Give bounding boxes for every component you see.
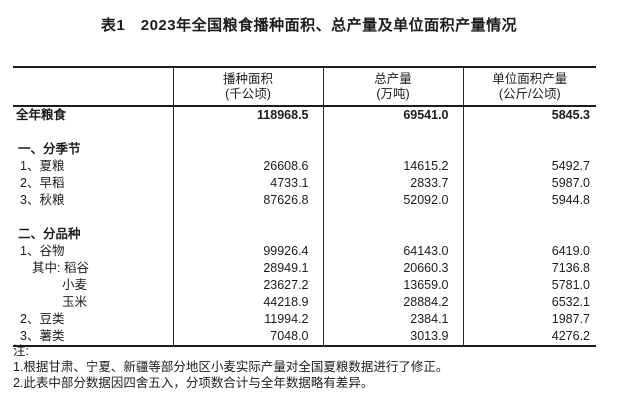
row-label: 二、分品种 xyxy=(18,227,81,241)
table-row: 2、豆类 11994.2 2384.1 1987.7 xyxy=(13,311,596,328)
header-sown-area: 播种面积 (千公顷) xyxy=(172,67,323,107)
row-value: 13659.0 xyxy=(322,277,463,294)
row-value: 5781.0 xyxy=(462,277,596,294)
grain-statistics-table: 播种面积 (千公顷) 总产量 (万吨) 单位面积产量 (公斤/公顷) 全年粮食 1… xyxy=(13,66,596,347)
header-sown-area-label: 播种面积 xyxy=(222,71,273,86)
row-label: 2、早稻 xyxy=(20,176,65,190)
row-label: 2、豆类 xyxy=(20,312,65,326)
row-value: 64143.0 xyxy=(322,243,463,260)
table-row: 二、分品种 xyxy=(13,226,596,243)
row-value: 44218.9 xyxy=(172,294,323,311)
row-value: 23627.2 xyxy=(172,277,323,294)
header-row: 播种面积 (千公顷) 总产量 (万吨) 单位面积产量 (公斤/公顷) xyxy=(13,67,596,107)
spacer-row xyxy=(13,209,596,226)
row-value: 2384.1 xyxy=(322,311,463,328)
note-item-2: 2.此表中部分数据因四舍五入，分项数合计与全年数据略有差异。 xyxy=(13,376,374,390)
row-value: 7136.8 xyxy=(462,260,596,277)
row-value: 99926.4 xyxy=(172,243,323,260)
table-row: 一、分季节 xyxy=(13,141,596,158)
row-value: 5944.8 xyxy=(462,192,596,209)
row-label: 3、秋粮 xyxy=(20,193,65,207)
table-row: 3、秋粮 87626.8 52092.0 5944.8 xyxy=(13,192,596,209)
table-row: 其中: 稻谷 28949.1 20660.3 7136.8 xyxy=(13,260,596,277)
row-value: 1987.7 xyxy=(462,311,596,328)
row-value xyxy=(462,141,596,158)
header-yield-label: 单位面积产量 xyxy=(492,71,568,86)
row-label: 玉米 xyxy=(62,295,88,309)
row-value xyxy=(322,226,463,243)
row-value xyxy=(172,124,323,141)
row-label xyxy=(13,209,173,226)
header-empty-cell xyxy=(13,67,173,107)
spacer-row xyxy=(13,124,596,141)
table-row: 2、早稻 4733.1 2833.7 5987.0 xyxy=(13,175,596,192)
row-value: 6419.0 xyxy=(462,243,596,260)
row-value: 7048.0 xyxy=(172,328,323,346)
row-value: 52092.0 xyxy=(322,192,463,209)
row-label: 1、夏粮 xyxy=(20,159,65,173)
row-label: 1、谷物 xyxy=(20,244,65,258)
row-value: 26608.6 xyxy=(172,158,323,175)
row-value xyxy=(172,141,323,158)
row-value: 2833.7 xyxy=(322,175,463,192)
row-label: 一、分季节 xyxy=(18,142,81,156)
table-row: 1、谷物 99926.4 64143.0 6419.0 xyxy=(13,243,596,260)
note-item-1: 1.根据甘肃、宁夏、新疆等部分地区小麦实际产量对全国夏粮数据进行了修正。 xyxy=(13,360,449,374)
table-body: 全年粮食 118968.5 69541.0 5845.3 一、分季节 1、夏粮 26608.… xyxy=(13,106,596,346)
table-row: 小麦 23627.2 13659.0 5781.0 xyxy=(13,277,596,294)
table-row: 玉米 44218.9 28884.2 6532.1 xyxy=(13,294,596,311)
row-label: 小麦 xyxy=(62,278,88,292)
page-title: 表1 2023年全国粮食播种面积、总产量及单位面积产量情况 xyxy=(100,17,518,34)
header-total-output-unit: (万吨) xyxy=(376,86,410,101)
row-value xyxy=(172,226,323,243)
row-label: 其中: 稻谷 xyxy=(32,261,89,275)
row-value xyxy=(462,226,596,243)
row-value: 28884.2 xyxy=(322,294,463,311)
row-value: 4733.1 xyxy=(172,175,323,192)
row-value: 20660.3 xyxy=(322,260,463,277)
row-value: 28949.1 xyxy=(172,260,323,277)
table-row: 全年粮食 118968.5 69541.0 5845.3 xyxy=(13,106,596,124)
row-label: 3、薯类 xyxy=(20,329,65,343)
row-label xyxy=(13,124,173,141)
row-value: 87626.8 xyxy=(172,192,323,209)
header-yield: 单位面积产量 (公斤/公顷) xyxy=(462,67,596,107)
row-value: 5987.0 xyxy=(462,175,596,192)
row-value xyxy=(462,209,596,226)
row-value: 5492.7 xyxy=(462,158,596,175)
table-row: 3、薯类 7048.0 3013.9 4276.2 xyxy=(13,328,596,346)
row-value xyxy=(172,209,323,226)
row-value xyxy=(462,124,596,141)
row-value: 69541.0 xyxy=(322,106,463,124)
header-total-output: 总产量 (万吨) xyxy=(322,67,463,107)
row-value: 6532.1 xyxy=(462,294,596,311)
row-value xyxy=(322,209,463,226)
header-total-output-label: 总产量 xyxy=(374,71,412,86)
table-row: 1、夏粮 26608.6 14615.2 5492.7 xyxy=(13,158,596,175)
row-value: 5845.3 xyxy=(462,106,596,124)
table-notes: 注: 1.根据甘肃、宁夏、新疆等部分地区小麦实际产量对全国夏粮数据进行了修正。 … xyxy=(13,343,613,391)
header-sown-area-unit: (千公顷) xyxy=(225,86,271,101)
row-value xyxy=(322,141,463,158)
row-value: 4276.2 xyxy=(462,328,596,346)
table-header: 播种面积 (千公顷) 总产量 (万吨) 单位面积产量 (公斤/公顷) xyxy=(13,67,596,107)
row-value: 3013.9 xyxy=(322,328,463,346)
row-value xyxy=(322,124,463,141)
notes-heading: 注: xyxy=(13,344,29,358)
row-value: 11994.2 xyxy=(172,311,323,328)
row-label: 全年粮食 xyxy=(16,108,67,122)
row-value: 14615.2 xyxy=(322,158,463,175)
row-value: 118968.5 xyxy=(172,106,323,124)
header-yield-unit: (公斤/公顷) xyxy=(498,86,561,101)
